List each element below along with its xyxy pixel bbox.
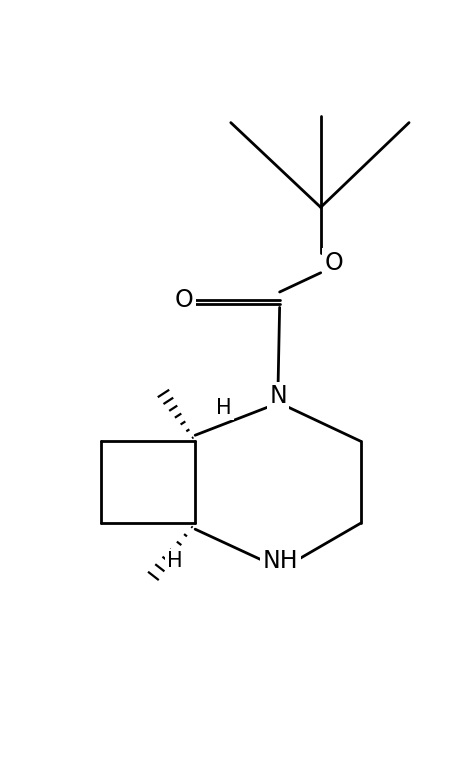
Text: N: N <box>269 384 287 408</box>
Text: O: O <box>324 251 343 275</box>
Text: H: H <box>167 551 183 571</box>
Text: NH: NH <box>263 548 298 573</box>
Text: O: O <box>175 288 194 312</box>
Text: H: H <box>216 398 232 418</box>
